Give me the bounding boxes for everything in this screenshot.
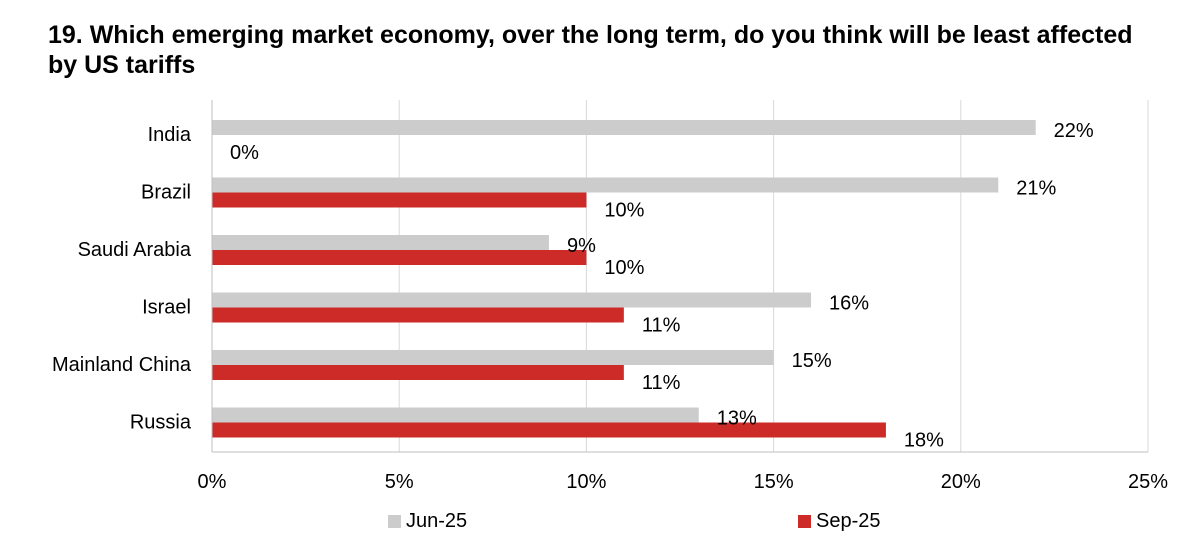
legend-item-jun-25: Jun-25 — [388, 510, 467, 533]
data-label-jun-25-brazil: 21% — [1016, 178, 1056, 200]
data-label-sep-25-russia: 18% — [904, 430, 944, 452]
gridlines — [398, 100, 1149, 452]
bar-jun-25-mainland-china — [212, 350, 774, 365]
x-tick-label-0: 0% — [198, 471, 227, 493]
data-labels: 22% 0% 21% 10% 9% 10% 16% 11% 15% 11% 13% 18% — [230, 120, 1094, 452]
category-label-israel: Israel — [142, 297, 191, 319]
bars — [212, 120, 1036, 438]
x-tick-label-20: 20% — [941, 471, 981, 493]
bar-sep-25-saudi-arabia — [212, 250, 587, 265]
bar-jun-25-india — [212, 120, 1036, 135]
category-label-russia: Russia — [130, 412, 192, 434]
bar-jun-25-israel — [212, 292, 812, 308]
bar-jun-25-brazil — [212, 177, 999, 193]
x-tick-label-15: 15% — [754, 471, 794, 493]
bar-jun-25-russia — [212, 407, 699, 423]
category-label-mainland-china: Mainland China — [52, 354, 192, 376]
axes: 0% 5% 10% 15% 20% 25% India Brazil Saudi Arabia I… — [52, 100, 1168, 493]
bar-sep-25-israel — [212, 307, 624, 323]
category-label-brazil: Brazil — [141, 182, 191, 204]
category-label-saudi-arabia: Saudi Arabia — [78, 239, 192, 261]
bar-jun-25-saudi-arabia — [212, 235, 549, 250]
bar-sep-25-brazil — [212, 192, 587, 208]
bar-sep-25-mainland-china — [212, 365, 624, 380]
category-label-india: India — [148, 124, 192, 146]
data-label-jun-25-india: 22% — [1054, 120, 1094, 142]
data-label-sep-25-saudi-arabia: 10% — [604, 257, 644, 279]
data-label-sep-25-india: 0% — [230, 142, 259, 164]
x-tick-label-10: 10% — [566, 471, 606, 493]
legend-label-sep-25: Sep-25 — [816, 510, 881, 532]
data-label-sep-25-mainland-china: 11% — [642, 372, 681, 394]
legend-item-sep-25: Sep-25 — [798, 510, 881, 533]
legend-swatch-sep-25 — [798, 515, 811, 528]
data-label-jun-25-mainland-china: 15% — [792, 350, 832, 372]
legend-label-jun-25: Jun-25 — [406, 510, 468, 532]
chart-title: 19. Which emerging market economy, over … — [48, 21, 1133, 79]
data-label-sep-25-israel: 11% — [642, 315, 681, 337]
x-tick-label-5: 5% — [385, 471, 414, 493]
data-label-jun-25-saudi-arabia: 9% — [567, 235, 596, 257]
bar-sep-25-russia — [212, 422, 886, 438]
data-label-jun-25-russia: 13% — [717, 408, 757, 430]
data-label-sep-25-brazil: 10% — [604, 200, 644, 222]
legend-swatch-jun-25 — [388, 515, 401, 528]
x-tick-label-25: 25% — [1128, 471, 1168, 493]
data-label-jun-25-israel: 16% — [829, 293, 869, 315]
